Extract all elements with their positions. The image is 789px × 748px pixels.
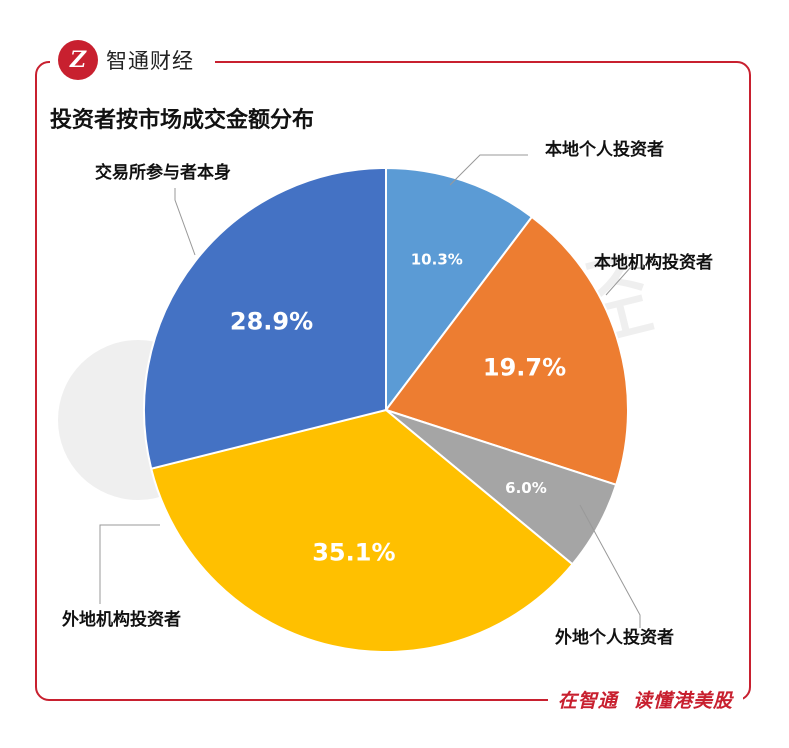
- slice-percent-label: 10.3%: [411, 251, 463, 269]
- slice-category-label: 外地个人投资者: [555, 627, 674, 648]
- slice-percent-label: 19.7%: [483, 353, 566, 381]
- leader-line: [174, 188, 196, 256]
- pie-slice: [143, 166, 387, 470]
- pie-slice: [385, 166, 534, 413]
- footer-slogan: 在智通 读懂港美股: [547, 686, 743, 713]
- slice-category-label: 交易所参与者本身: [95, 162, 231, 183]
- brand-header: Z 智通财经: [50, 38, 215, 82]
- slice-category-label: 本地个人投资者: [545, 139, 664, 160]
- slice-percent-label: 6.0%: [505, 479, 547, 497]
- brand-name: 智通财经: [106, 49, 194, 73]
- footer-slogan-left: 在智通: [557, 690, 618, 712]
- slice-percent-label: 35.1%: [312, 539, 395, 567]
- pie-slice: [384, 215, 629, 487]
- leader-line: [99, 524, 160, 604]
- pie-slice: [150, 408, 574, 653]
- footer-slogan-right: 读懂港美股: [632, 690, 733, 712]
- leader-line: [449, 154, 528, 186]
- slice-percent-label: 28.9%: [230, 308, 313, 336]
- slice-category-label: 外地机构投资者: [62, 609, 181, 630]
- slice-category-label: 本地机构投资者: [594, 252, 713, 273]
- leader-line: [579, 504, 641, 628]
- leader-line: [605, 267, 644, 296]
- chart-title: 投资者按市场成交金额分布: [50, 108, 315, 133]
- brand-logo-icon: Z: [58, 40, 98, 80]
- card-frame: [35, 61, 751, 701]
